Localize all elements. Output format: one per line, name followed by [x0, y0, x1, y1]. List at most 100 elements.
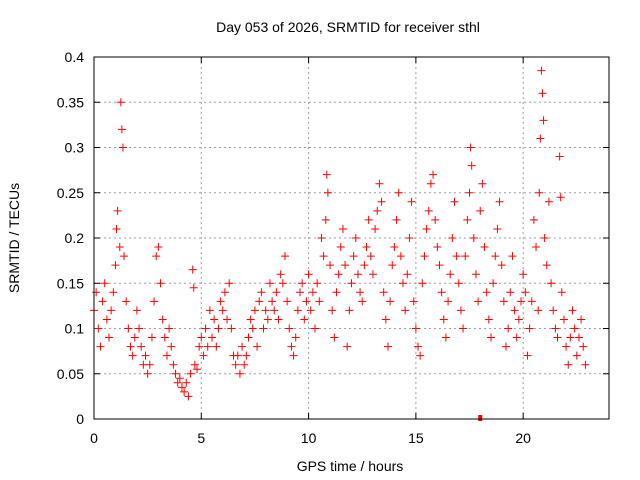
data-point	[265, 279, 274, 288]
data-point	[330, 333, 339, 342]
data-point	[160, 333, 169, 342]
data-point	[111, 261, 120, 270]
data-point	[377, 197, 386, 206]
data-point	[521, 288, 530, 297]
data-point	[381, 315, 390, 324]
data-point	[270, 306, 279, 315]
data-point	[341, 261, 350, 270]
data-point	[205, 306, 214, 315]
data-point	[177, 383, 186, 392]
data-point	[414, 342, 423, 351]
data-point	[323, 188, 332, 197]
data-point	[94, 324, 103, 333]
outlier-point	[478, 415, 483, 421]
data-point	[394, 188, 403, 197]
data-point	[409, 297, 418, 306]
data-point	[116, 98, 125, 107]
data-point	[537, 66, 546, 75]
data-point	[169, 360, 178, 369]
data-point	[463, 215, 472, 224]
y-tick-label: 0.15	[57, 275, 84, 291]
data-point	[197, 333, 206, 342]
data-point	[201, 324, 210, 333]
axis-ticks: 0 0.05 0.1 0.15 0.2 0.25 0.3 0.35 0.4 0 5 10 15 20	[57, 49, 609, 446]
data-point	[467, 161, 476, 170]
data-point	[547, 279, 556, 288]
data-point	[173, 378, 182, 387]
data-point	[158, 315, 167, 324]
data-point	[465, 188, 474, 197]
data-point	[407, 197, 416, 206]
data-point	[253, 342, 262, 351]
data-point	[368, 270, 377, 279]
data-point	[105, 333, 114, 342]
x-tick-label: 15	[408, 430, 424, 446]
data-point	[466, 143, 475, 152]
data-point	[165, 324, 174, 333]
data-point	[517, 297, 526, 306]
data-point	[130, 333, 139, 342]
y-tick-label: 0	[76, 411, 84, 427]
data-point	[128, 351, 137, 360]
y-tick-label: 0.1	[65, 321, 85, 337]
data-point	[118, 143, 127, 152]
data-point	[566, 333, 575, 342]
data-point	[556, 193, 565, 202]
data-point	[356, 288, 365, 297]
data-point	[147, 333, 156, 342]
data-point	[259, 324, 268, 333]
data-point	[426, 179, 435, 188]
data-point	[122, 297, 131, 306]
data-point	[433, 243, 442, 252]
data-point	[285, 324, 294, 333]
data-point	[499, 297, 508, 306]
data-point	[289, 351, 298, 360]
data-point	[171, 369, 180, 378]
data-point	[439, 315, 448, 324]
data-point	[124, 324, 133, 333]
data-point	[199, 351, 208, 360]
y-tick-label: 0.2	[65, 230, 85, 246]
data-point	[283, 297, 292, 306]
data-point	[203, 342, 212, 351]
data-point	[319, 252, 328, 261]
data-point	[502, 342, 510, 351]
y-tick-label: 0.35	[57, 94, 84, 110]
data-point	[504, 324, 513, 333]
data-point	[115, 243, 124, 252]
data-point	[188, 265, 197, 274]
data-point	[450, 197, 459, 206]
data-point	[577, 315, 586, 324]
data-point	[109, 288, 118, 297]
data-point	[162, 351, 171, 360]
data-point	[276, 270, 285, 279]
data-point	[113, 206, 122, 215]
data-point	[304, 270, 313, 279]
data-point	[189, 283, 198, 292]
data-point	[233, 351, 242, 360]
data-point	[570, 324, 579, 333]
data-point	[422, 224, 431, 233]
data-point	[559, 315, 568, 324]
data-point	[441, 333, 450, 342]
x-tick-label: 20	[515, 430, 531, 446]
data-point	[210, 315, 219, 324]
data-point	[371, 224, 380, 233]
data-point	[456, 306, 465, 315]
data-point	[317, 234, 326, 242]
data-point	[220, 288, 229, 297]
data-point	[431, 215, 440, 224]
data-point	[542, 261, 551, 270]
data-point	[313, 279, 322, 288]
data-point	[231, 360, 240, 369]
plot-frame	[93, 56, 610, 420]
data-point	[527, 297, 536, 306]
data-point	[182, 378, 191, 387]
data-point	[474, 297, 483, 306]
data-point	[287, 342, 296, 351]
data-point	[240, 360, 249, 369]
data-point	[326, 261, 335, 270]
data-point	[150, 297, 159, 306]
data-point	[184, 392, 193, 401]
data-point	[141, 351, 150, 360]
